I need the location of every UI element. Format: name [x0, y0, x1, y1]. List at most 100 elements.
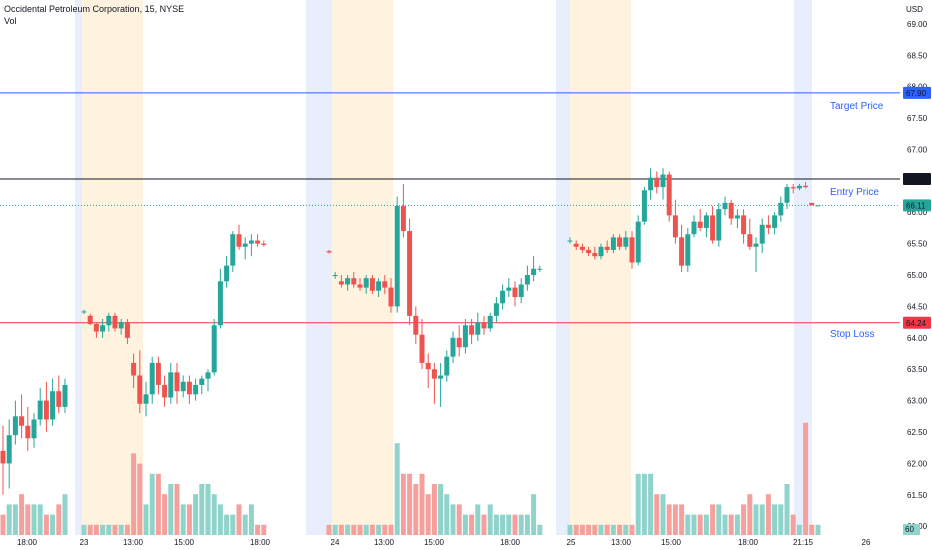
- candle-body[interactable]: [765, 224, 771, 228]
- candle-body[interactable]: [230, 234, 236, 266]
- candle-body[interactable]: [772, 215, 778, 228]
- candle-body[interactable]: [475, 322, 481, 335]
- candle-body[interactable]: [512, 287, 518, 298]
- candle-body[interactable]: [809, 202, 815, 206]
- candle-body[interactable]: [660, 174, 666, 188]
- candle-body[interactable]: [338, 281, 344, 285]
- candle-body[interactable]: [149, 362, 155, 395]
- candle-body[interactable]: [180, 381, 186, 392]
- candle-body[interactable]: [168, 372, 174, 398]
- candle-body[interactable]: [137, 375, 143, 404]
- candle-body[interactable]: [394, 205, 400, 307]
- candle-body[interactable]: [50, 391, 56, 420]
- candle-body[interactable]: [710, 215, 716, 241]
- candle-body[interactable]: [610, 237, 616, 250]
- candle-body[interactable]: [431, 369, 437, 379]
- candle-body[interactable]: [369, 278, 375, 291]
- candle-body[interactable]: [648, 177, 654, 191]
- candle-body[interactable]: [12, 416, 18, 436]
- candle-body[interactable]: [672, 215, 678, 238]
- candle-body[interactable]: [629, 237, 635, 263]
- candle-body[interactable]: [0, 450, 6, 464]
- candle-body[interactable]: [790, 187, 796, 189]
- candle-body[interactable]: [450, 337, 456, 357]
- candle-body[interactable]: [131, 362, 137, 376]
- candle-body[interactable]: [382, 281, 388, 288]
- candle-body[interactable]: [400, 205, 406, 232]
- candle-body[interactable]: [524, 275, 530, 285]
- candle-body[interactable]: [481, 322, 487, 329]
- candle-body[interactable]: [579, 246, 585, 250]
- candle-body[interactable]: [567, 240, 573, 242]
- candle-body[interactable]: [106, 315, 112, 326]
- candle-body[interactable]: [124, 322, 130, 338]
- candle-body[interactable]: [487, 315, 493, 329]
- candle-body[interactable]: [87, 315, 93, 325]
- candle-body[interactable]: [784, 187, 790, 203]
- candle-body[interactable]: [753, 243, 759, 247]
- candle-body[interactable]: [759, 224, 765, 244]
- candle-body[interactable]: [25, 425, 31, 439]
- candle-body[interactable]: [623, 237, 629, 247]
- candle-body[interactable]: [598, 246, 604, 257]
- candle-body[interactable]: [118, 322, 124, 329]
- candle-body[interactable]: [796, 185, 802, 189]
- candle-body[interactable]: [199, 378, 205, 385]
- candle-body[interactable]: [37, 400, 43, 420]
- candle-body[interactable]: [363, 278, 369, 288]
- candle-body[interactable]: [803, 185, 809, 188]
- candle-body[interactable]: [617, 237, 623, 247]
- candle-body[interactable]: [444, 356, 450, 376]
- candle-body[interactable]: [654, 177, 660, 188]
- candle-body[interactable]: [419, 334, 425, 363]
- candle-body[interactable]: [697, 221, 703, 228]
- candle-body[interactable]: [351, 278, 357, 285]
- candle-body[interactable]: [604, 246, 610, 250]
- candle-body[interactable]: [56, 391, 62, 407]
- candle-body[interactable]: [186, 381, 192, 395]
- candle-body[interactable]: [438, 375, 444, 379]
- candle-body[interactable]: [155, 362, 161, 385]
- candle-body[interactable]: [679, 237, 685, 266]
- candle-body[interactable]: [345, 278, 351, 285]
- candle-body[interactable]: [407, 231, 413, 316]
- candle-body[interactable]: [518, 284, 524, 298]
- candle-body[interactable]: [81, 311, 87, 313]
- candle-body[interactable]: [778, 202, 784, 216]
- candle-body[interactable]: [691, 221, 697, 235]
- candle-body[interactable]: [741, 215, 747, 235]
- candle-body[interactable]: [425, 362, 431, 370]
- candle-body[interactable]: [100, 325, 106, 332]
- candle-body[interactable]: [734, 215, 740, 219]
- candle-body[interactable]: [255, 240, 261, 244]
- candle-body[interactable]: [162, 384, 168, 398]
- candle-body[interactable]: [388, 287, 394, 307]
- candle-body[interactable]: [506, 287, 512, 291]
- candle-body[interactable]: [462, 325, 468, 348]
- candle-body[interactable]: [224, 265, 230, 282]
- candle-body[interactable]: [493, 303, 499, 316]
- candle-body[interactable]: [205, 372, 211, 379]
- candle-body[interactable]: [747, 234, 753, 247]
- candle-body[interactable]: [174, 372, 180, 392]
- candle-body[interactable]: [685, 234, 691, 266]
- candle-body[interactable]: [217, 281, 223, 326]
- candle-body[interactable]: [531, 268, 537, 276]
- candle-body[interactable]: [716, 209, 722, 241]
- candle-body[interactable]: [143, 394, 149, 404]
- candle-body[interactable]: [413, 315, 419, 335]
- candle-body[interactable]: [573, 243, 579, 247]
- candle-body[interactable]: [703, 215, 709, 228]
- candle-body[interactable]: [641, 190, 647, 222]
- candle-body[interactable]: [332, 275, 338, 277]
- candle-body[interactable]: [248, 240, 254, 244]
- candle-body[interactable]: [500, 290, 506, 304]
- candle-body[interactable]: [722, 202, 728, 210]
- candle-body[interactable]: [635, 221, 641, 263]
- candle-body[interactable]: [586, 249, 592, 254]
- candle-body[interactable]: [261, 243, 267, 245]
- candle-body[interactable]: [357, 284, 363, 288]
- candle-body[interactable]: [666, 174, 672, 216]
- candle-body[interactable]: [815, 205, 821, 207]
